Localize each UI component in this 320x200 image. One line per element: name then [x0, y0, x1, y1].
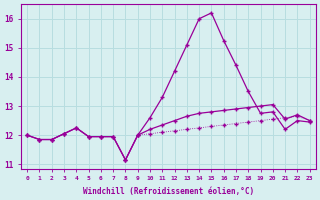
X-axis label: Windchill (Refroidissement éolien,°C): Windchill (Refroidissement éolien,°C)	[83, 187, 254, 196]
